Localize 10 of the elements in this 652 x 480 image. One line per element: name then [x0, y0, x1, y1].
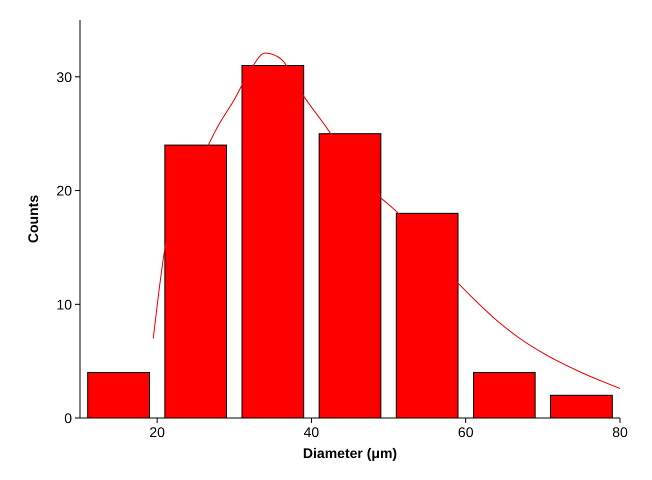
x-tick-label: 80: [612, 424, 628, 440]
x-axis-title: Diameter (μm): [302, 445, 398, 461]
y-tick-label: 10: [56, 296, 72, 312]
x-tick-label: 60: [458, 424, 474, 440]
x-tick-label: 40: [304, 424, 320, 440]
y-tick-label: 0: [64, 410, 72, 426]
x-tick-label: 20: [149, 424, 166, 440]
y-tick-label: 30: [56, 68, 72, 85]
y-axis-title: Counts: [25, 194, 41, 244]
y-tick-label: 20: [56, 182, 72, 199]
